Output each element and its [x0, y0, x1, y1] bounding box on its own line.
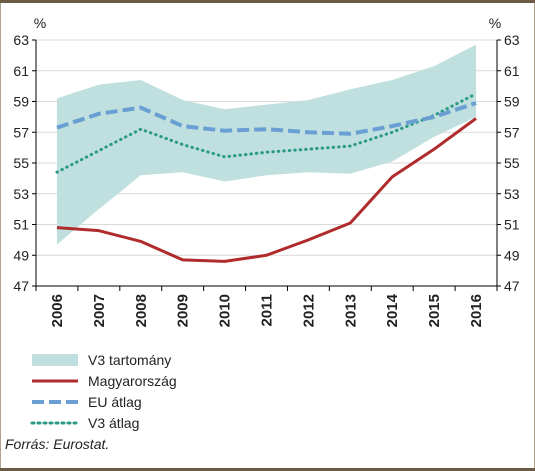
source-note: Forrás: Eurostat. [5, 436, 110, 452]
x-tick-label-2016: 2016 [468, 294, 485, 327]
legend-swatch-band [30, 354, 84, 366]
x-tick-label-2006: 2006 [49, 294, 66, 327]
legend-swatch-v3-average [30, 417, 84, 429]
y-tick-label-right: 63 [504, 32, 520, 48]
x-tick-label-2011: 2011 [259, 294, 276, 327]
bottom-border [0, 468, 535, 471]
y-tick-label-left: 49 [13, 247, 29, 263]
y-tick-label-left: 57 [13, 124, 29, 140]
y-tick-label-right: 61 [504, 63, 520, 79]
y-tick-label-left: 53 [13, 186, 29, 202]
line-chart: 47 47 49 49 51 51 53 53 55 55 57 57 59 59 61 61 63 63% % 20… [13, 15, 520, 327]
x-tick-label-2008: 2008 [133, 294, 150, 327]
legend-label-band: V3 tartomány [88, 352, 172, 368]
y-tick-label-right: 53 [504, 186, 520, 202]
series-line-eu-average [56, 101, 477, 136]
x-tick-label-2010: 2010 [217, 294, 234, 327]
y-tick-label-right: 47 [504, 278, 520, 294]
x-tick-label-2012: 2012 [300, 294, 317, 327]
legend-swatch-eu-average [30, 396, 84, 408]
y-tick-label-left: 47 [13, 278, 29, 294]
y-tick-label-right: 51 [504, 217, 520, 233]
x-tick-label-2014: 2014 [384, 293, 401, 327]
x-tick-label-2015: 2015 [426, 294, 443, 327]
y-tick-label-right: 57 [504, 124, 520, 140]
legend-label-eu-average: EU átlag [88, 394, 142, 410]
x-tick-label-2013: 2013 [342, 294, 359, 327]
y-tick-label-right: 59 [504, 94, 520, 110]
y-tick-label-left: 51 [13, 217, 29, 233]
y-tick-label-right: 55 [504, 155, 520, 171]
legend-swatch-hungary [30, 375, 84, 387]
x-tick-label-2009: 2009 [175, 294, 192, 327]
y-unit-label-left: % [34, 15, 46, 31]
legend-label-v3-average: V3 átlag [88, 415, 140, 431]
series-line-hungary [56, 117, 477, 263]
y-unit-label-right: % [489, 15, 501, 31]
range-band [56, 44, 477, 245]
y-tick-label-left: 63 [13, 32, 29, 48]
y-tick-label-left: 55 [13, 155, 29, 171]
legend-label-hungary: Magyarország [88, 373, 177, 389]
y-tick-label-left: 59 [13, 94, 29, 110]
y-tick-label-right: 49 [504, 247, 520, 263]
top-border [0, 0, 535, 3]
series-line-v3-average [55, 92, 478, 174]
x-tick-label-2007: 2007 [91, 294, 108, 327]
y-tick-label-left: 61 [13, 63, 29, 79]
